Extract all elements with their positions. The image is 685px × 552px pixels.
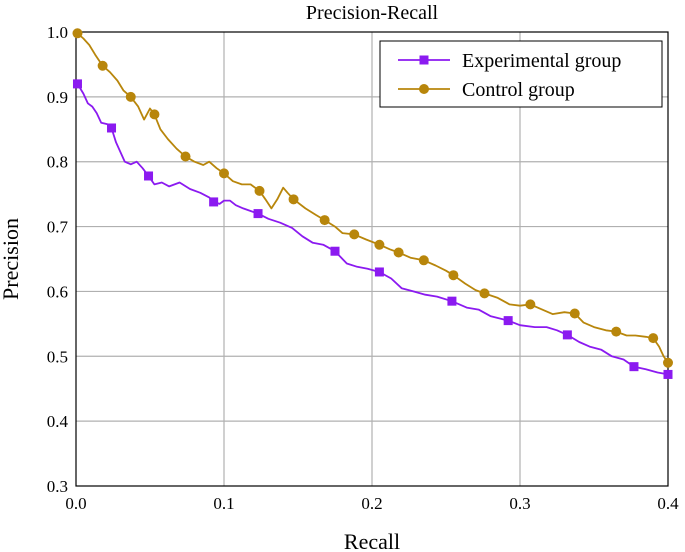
- data-point-marker: [562, 330, 572, 340]
- y-tick-label: 0.6: [47, 282, 68, 301]
- x-tick-label: 0.3: [509, 494, 530, 513]
- y-tick-label: 0.5: [47, 347, 68, 366]
- data-point-marker: [611, 326, 622, 337]
- legend-box: [379, 40, 663, 108]
- data-point-marker: [447, 296, 457, 306]
- series-layer: [72, 28, 673, 379]
- data-point-marker: [149, 109, 160, 120]
- data-point-marker: [629, 362, 639, 372]
- x-axis-title: Recall: [344, 529, 400, 552]
- x-tick-label: 0.0: [65, 494, 86, 513]
- plot-frame: [75, 31, 669, 487]
- y-tick-label: 0.4: [47, 412, 69, 431]
- data-point-marker: [503, 316, 513, 326]
- legend: Experimental group Control group: [379, 40, 663, 108]
- data-point-marker: [254, 185, 265, 196]
- data-point-marker: [288, 194, 299, 205]
- data-point-marker: [209, 197, 219, 207]
- series-experimental: [72, 79, 673, 379]
- data-point-marker: [349, 229, 360, 240]
- data-point-marker: [319, 215, 330, 226]
- grid: [76, 32, 668, 486]
- data-point-marker: [448, 270, 459, 281]
- series-control: [72, 28, 673, 368]
- x-tick-label: 0.4: [657, 494, 679, 513]
- y-tick-label: 0.3: [47, 477, 68, 496]
- legend-marker: [419, 55, 429, 65]
- data-point-marker: [253, 209, 263, 219]
- data-point-marker: [97, 60, 108, 71]
- data-point-marker: [374, 267, 384, 277]
- data-point-marker: [144, 171, 154, 181]
- data-point-marker: [107, 123, 117, 133]
- y-tick-label: 0.7: [47, 218, 69, 237]
- chart-title: Precision-Recall: [306, 2, 439, 24]
- y-tick-label: 0.8: [47, 153, 68, 172]
- data-point-marker: [72, 28, 83, 39]
- data-point-marker: [663, 369, 673, 379]
- data-point-marker: [374, 239, 385, 250]
- data-point-marker: [569, 308, 580, 319]
- series-line: [76, 83, 669, 376]
- y-axis: 0.3 0.4 0.5 0.6 0.7 0.8 0.9 1.0: [47, 23, 69, 496]
- data-point-marker: [330, 246, 340, 256]
- data-point-marker: [180, 151, 191, 162]
- data-point-marker: [72, 79, 82, 89]
- data-point-marker: [125, 91, 136, 102]
- x-axis: 0.0 0.1 0.2 0.3 0.4: [65, 494, 679, 513]
- x-tick-label: 0.2: [361, 494, 382, 513]
- legend-label: Experimental group: [462, 50, 621, 72]
- data-point-marker: [648, 333, 659, 344]
- data-point-marker: [479, 288, 490, 299]
- data-point-marker: [219, 168, 229, 179]
- data-point-marker: [525, 299, 536, 310]
- legend-label: Control group: [462, 79, 575, 101]
- y-axis-title: Precision: [0, 218, 23, 300]
- x-tick-label: 0.1: [213, 494, 234, 513]
- y-tick-label: 0.9: [47, 88, 68, 107]
- data-point-marker: [393, 247, 404, 258]
- y-tick-label: 1.0: [47, 23, 68, 42]
- legend-marker: [419, 84, 429, 94]
- data-point-marker: [418, 255, 429, 266]
- data-point-marker: [663, 357, 673, 368]
